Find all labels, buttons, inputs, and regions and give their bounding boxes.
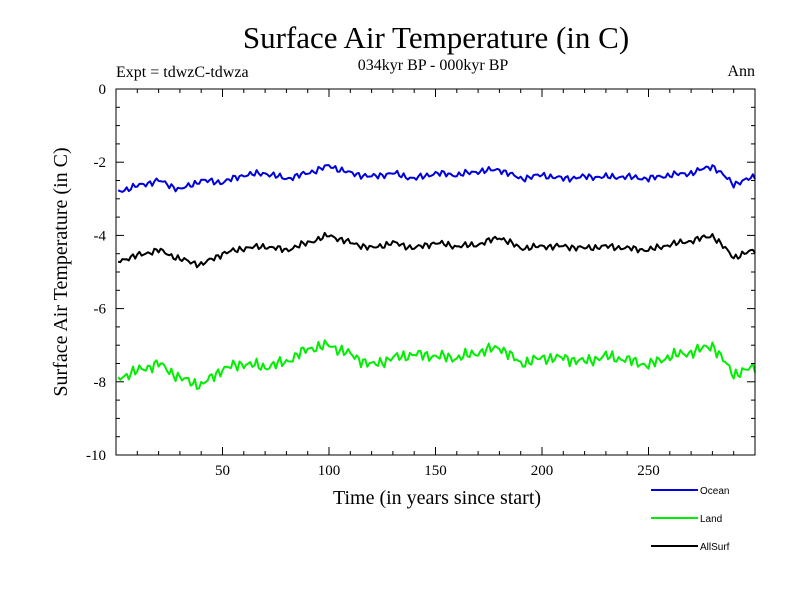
y-axis-title: Surface Air Temperature (in C) (50, 147, 72, 396)
y-tick-label: -10 (86, 448, 106, 464)
series-layer (117, 164, 756, 390)
y-tick-label: -4 (94, 228, 107, 244)
x-axis-title: Time (in years since start) (333, 487, 541, 509)
experiment-label: Expt = tdwzC-tdwza (116, 64, 249, 81)
y-tick-label: -6 (94, 302, 107, 318)
legend-label-ocean: Ocean (700, 486, 729, 497)
series-line-land (117, 339, 756, 390)
x-tick-label: 200 (531, 463, 554, 479)
series-line-allsurf (117, 231, 756, 269)
x-tick-label: 250 (637, 463, 660, 479)
y-tick-label: -8 (94, 375, 107, 391)
legend-label-allsurf: AllSurf (700, 542, 730, 553)
season-label: Ann (727, 63, 755, 80)
legend: Ocean Land AllSurf (651, 486, 730, 553)
x-tick-label: 100 (318, 463, 341, 479)
legend-label-land: Land (700, 514, 722, 525)
y-tick-label: 0 (99, 82, 107, 98)
series-line-ocean (117, 164, 756, 193)
x-tick-label: 50 (215, 463, 230, 479)
chart-title: Surface Air Temperature (in C) (243, 20, 629, 55)
x-tick-label: 150 (424, 463, 447, 479)
tick-layer: 50 100 150 200 250 0 -2 -4 -6 -8 -10 (86, 82, 755, 479)
y-tick-label: -2 (94, 155, 107, 171)
chart-subtitle: 034kyr BP - 000kyr BP (358, 57, 509, 74)
plot-frame (115, 88, 756, 456)
